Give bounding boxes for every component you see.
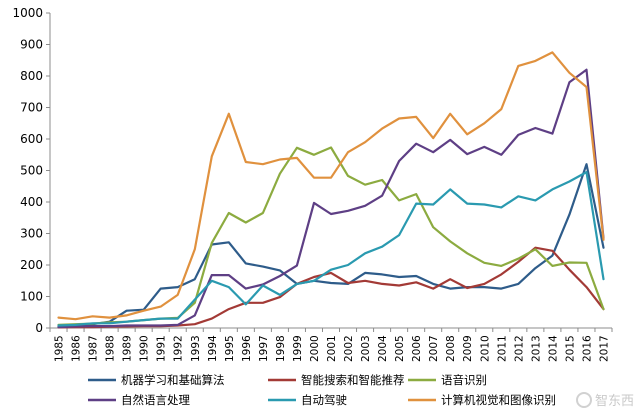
y-tick-label: 500 — [20, 164, 43, 178]
watermark-logo: 智东西 — [575, 390, 634, 409]
x-tick-label: 2016 — [581, 335, 593, 362]
x-tick-label: 1999 — [292, 335, 304, 362]
x-tick-label: 1998 — [275, 335, 287, 362]
y-tick-label: 600 — [20, 132, 43, 146]
x-tick-label: 2015 — [564, 335, 576, 362]
x-tick-label: 1986 — [71, 335, 83, 362]
x-tick-label: 2014 — [547, 335, 559, 362]
legend-label-6: 计算机视觉和图像识别 — [441, 393, 556, 407]
x-tick-label: 2017 — [598, 335, 610, 362]
x-tick-label: 2007 — [428, 335, 440, 362]
y-tick-label: 800 — [20, 69, 43, 83]
x-tick-label: 1992 — [173, 335, 185, 362]
x-tick-label: 2010 — [479, 335, 491, 362]
y-tick-label: 1000 — [12, 6, 43, 20]
x-tick-label: 1987 — [88, 335, 100, 362]
x-tick-label: 2002 — [343, 335, 355, 362]
y-tick-label: 900 — [20, 38, 43, 52]
x-axis: 1985 1986 1987 1988 1989 1990 1991 1992 1993 1994… — [49, 327, 613, 362]
x-tick-label: 2005 — [394, 335, 406, 362]
x-tick-label: 1997 — [258, 335, 270, 362]
series-line-1 — [57, 163, 605, 328]
x-tick-label: 2009 — [462, 335, 474, 362]
x-tick-label: 2004 — [377, 335, 389, 362]
series-line-3 — [57, 146, 605, 326]
legend-label-5: 自动驾驶 — [301, 393, 347, 407]
x-tick-label: 1991 — [156, 335, 168, 362]
x-tick-label: 1988 — [105, 335, 117, 362]
x-tick-label: 1990 — [139, 335, 151, 362]
y-tick-label: 200 — [20, 258, 43, 272]
x-tick-label: 1989 — [122, 335, 134, 362]
y-tick-label: 100 — [20, 290, 43, 304]
x-tick-label: 2001 — [326, 335, 338, 362]
x-tick-label: 1996 — [241, 335, 253, 362]
brand-logo-icon — [575, 391, 592, 408]
legend-label-3: 语音识别 — [441, 373, 487, 387]
legend-label-4: 自然语言处理 — [121, 393, 190, 407]
series-line-5 — [57, 171, 605, 327]
legend-label-1: 机器学习和基础算法 — [121, 373, 225, 387]
y-tick-label: 0 — [35, 321, 43, 335]
series-layer — [57, 51, 605, 329]
x-tick-label: 2006 — [411, 335, 423, 362]
x-tick-label: 1993 — [190, 335, 202, 362]
x-tick-label: 2008 — [445, 335, 457, 362]
y-axis: 0 100 200 300 400 500 600 700 800 900 1000 — [12, 6, 51, 335]
x-tick-label: 1985 — [54, 335, 66, 362]
legend-label-2: 智能搜索和智能推荐 — [301, 373, 405, 387]
series-line-4 — [57, 68, 605, 329]
x-tick-label: 2011 — [496, 335, 508, 362]
series-line-2 — [57, 246, 605, 329]
x-tick-label: 2012 — [513, 335, 525, 362]
x-tick-label: 2000 — [309, 335, 321, 362]
x-tick-label: 2003 — [360, 335, 372, 362]
x-tick-label: 2013 — [530, 335, 542, 362]
y-tick-label: 300 — [20, 227, 43, 241]
series-line-6 — [57, 51, 605, 321]
y-tick-label: 700 — [20, 101, 43, 115]
y-tick-label: 400 — [20, 195, 43, 209]
watermark-text: 智东西 — [594, 394, 634, 409]
x-tick-label: 1994 — [207, 335, 219, 362]
x-tick-label: 1995 — [224, 335, 236, 362]
